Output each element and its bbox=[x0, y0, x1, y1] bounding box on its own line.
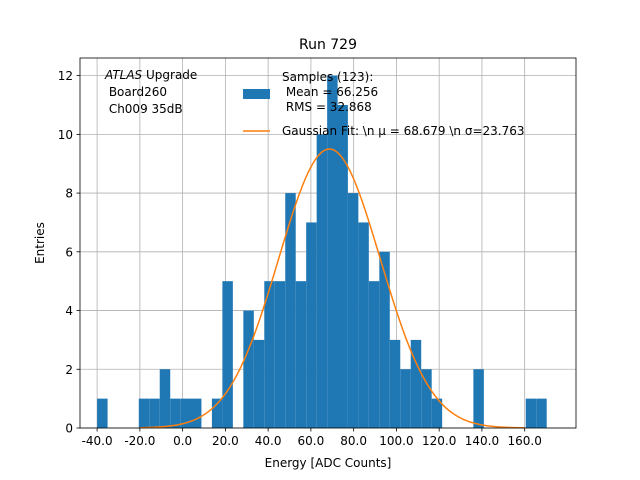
x-tick-label: 160.0 bbox=[508, 434, 542, 448]
x-tick-label: 0.0 bbox=[173, 434, 192, 448]
histogram-bar bbox=[170, 398, 181, 428]
histogram-bar bbox=[327, 75, 338, 428]
histogram-bar bbox=[368, 281, 380, 428]
gaussian-fit-curve bbox=[139, 148, 525, 429]
y-tick-label: 6 bbox=[65, 245, 73, 259]
histogram-bar bbox=[536, 398, 547, 428]
histogram-bar bbox=[337, 104, 348, 428]
y-tick-label: 8 bbox=[65, 187, 73, 201]
x-tick-label: 80.0 bbox=[340, 434, 367, 448]
legend-hist-line-2: Mean = 66.256 bbox=[282, 85, 378, 99]
histogram-bar bbox=[222, 281, 233, 428]
x-axis-label: Energy [ADC Counts] bbox=[265, 456, 392, 470]
histogram-bar bbox=[347, 193, 359, 428]
histogram-bar bbox=[253, 339, 265, 428]
histogram-bar bbox=[431, 398, 443, 428]
legend-hist-swatch bbox=[243, 89, 270, 99]
histogram-bar bbox=[138, 398, 150, 428]
histogram-bar bbox=[306, 222, 317, 428]
annotation-line-2: Board260 bbox=[105, 85, 167, 99]
histogram-bar bbox=[274, 281, 286, 428]
histogram-bar bbox=[316, 134, 328, 428]
x-tick-label: -40.0 bbox=[82, 434, 113, 448]
x-tick-label: 140.0 bbox=[465, 434, 499, 448]
y-tick-label: 12 bbox=[58, 69, 73, 83]
histogram-bar bbox=[389, 339, 401, 428]
histogram-bar bbox=[525, 398, 537, 428]
y-tick-label: 4 bbox=[65, 304, 73, 318]
histogram-bar bbox=[358, 222, 369, 428]
histogram-bar bbox=[180, 398, 192, 428]
legend-fit-label: Gaussian Fit: \n μ = 68.679 \n σ=23.763 bbox=[282, 124, 525, 138]
annotation-line-1: ATLAS Upgrade bbox=[104, 68, 197, 82]
histogram-bar bbox=[295, 281, 307, 428]
histogram-bar bbox=[410, 339, 422, 428]
plot-frame bbox=[79, 57, 577, 429]
x-tick-label: 20.0 bbox=[212, 434, 239, 448]
histogram-bar bbox=[379, 251, 390, 428]
annotation-line-3: Ch009 35dB bbox=[105, 102, 183, 116]
atlas-label: ATLAS bbox=[104, 68, 143, 82]
histogram-bar bbox=[264, 281, 275, 428]
upgrade-label: Upgrade bbox=[142, 68, 197, 82]
x-tick-label: 40.0 bbox=[255, 434, 282, 448]
histogram-bar bbox=[421, 369, 432, 428]
legend-hist-line-1: Samples (123): bbox=[282, 70, 373, 84]
histogram-bar bbox=[190, 398, 202, 428]
histogram-bar bbox=[97, 398, 108, 428]
histogram-bar bbox=[149, 398, 160, 428]
x-tick-label: 60.0 bbox=[298, 434, 325, 448]
histogram-bar bbox=[285, 193, 296, 428]
chart-title: Run 729 bbox=[299, 37, 357, 53]
x-axis-ticks: -40.0 -20.0 0.0 20.0 40.0 60.0 80.0 100.0 120.0 1… bbox=[82, 428, 542, 448]
x-tick-label: 100.0 bbox=[379, 434, 413, 448]
x-tick-label: 120.0 bbox=[422, 434, 456, 448]
histogram-bars bbox=[97, 75, 547, 428]
y-tick-label: 10 bbox=[58, 128, 73, 142]
y-tick-label: 0 bbox=[65, 422, 73, 436]
atlas-annotation: ATLAS Upgrade Board260 Ch009 35dB bbox=[104, 68, 197, 116]
histogram-bar bbox=[159, 369, 171, 428]
histogram-bar bbox=[243, 310, 254, 428]
histogram-bar bbox=[400, 369, 411, 428]
legend: Samples (123): Mean = 66.256 RMS = 32.86… bbox=[243, 70, 525, 138]
legend-hist-line-3: RMS = 32.868 bbox=[282, 100, 372, 114]
y-axis-label: Entries bbox=[33, 222, 47, 264]
y-axis-ticks: 0 2 4 6 8 10 12 bbox=[58, 69, 80, 436]
histogram-bar bbox=[473, 369, 484, 428]
y-tick-label: 2 bbox=[65, 363, 73, 377]
x-tick-label: -20.0 bbox=[124, 434, 155, 448]
histogram-bar bbox=[211, 398, 223, 428]
